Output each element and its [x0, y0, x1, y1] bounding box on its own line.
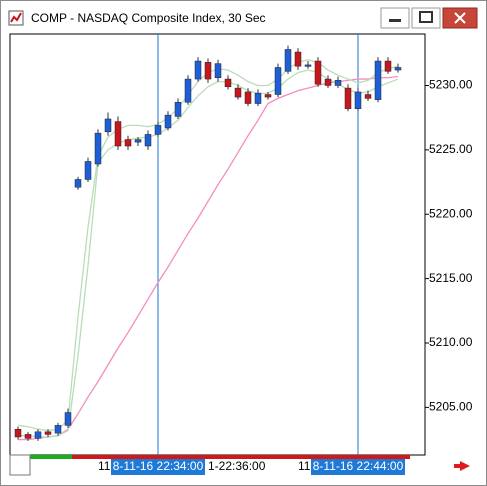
- candle-body: [244, 91, 252, 104]
- x-label-highlight: [311, 459, 405, 475]
- candle-body: [194, 60, 202, 80]
- x-tick-label: 11: [298, 459, 311, 473]
- candle-body: [174, 101, 182, 117]
- candle-body: [14, 429, 22, 438]
- candle-body: [164, 114, 172, 129]
- moving-average-line: [18, 69, 399, 438]
- y-tick-label: 5210.00: [429, 335, 473, 349]
- scroll-strip-green: [30, 455, 72, 459]
- y-tick-label: 5230.00: [429, 78, 473, 92]
- corner-box: [9, 454, 31, 476]
- candle-body: [24, 434, 32, 439]
- candle-body: [154, 125, 162, 135]
- x-label-highlight: [111, 459, 205, 475]
- candle-body: [344, 87, 352, 109]
- window-title: COMP - NASDAQ Composite Index, 30 Sec: [31, 11, 266, 25]
- candle-body: [204, 62, 212, 80]
- candle-body: [384, 60, 392, 72]
- maximize-button[interactable]: [411, 7, 441, 29]
- scroll-strip-red: [72, 455, 410, 459]
- candle-body: [274, 67, 282, 95]
- candle-body: [124, 139, 132, 147]
- y-tick-label: 5215.00: [429, 271, 473, 285]
- candle-body: [224, 78, 232, 88]
- candle-body: [314, 60, 322, 85]
- minimize-button[interactable]: [380, 7, 410, 29]
- candle-body: [394, 67, 402, 71]
- candle-body: [294, 51, 302, 67]
- candle-body: [334, 80, 342, 86]
- candle-body: [74, 179, 82, 188]
- candle-body: [134, 139, 142, 143]
- candle-body: [324, 78, 332, 86]
- app-icon-graph: [10, 12, 22, 23]
- candle-body: [254, 92, 262, 104]
- candle-body: [374, 60, 382, 100]
- y-tick-label: 5225.00: [429, 142, 473, 156]
- x-tick-label: 8-11-16 22:34:00: [113, 459, 204, 473]
- candle-body: [104, 118, 112, 133]
- x-tick-label: 8-11-16 22:44:00: [313, 459, 404, 473]
- candle-body: [84, 161, 92, 180]
- candle-body: [54, 425, 62, 434]
- scroll-arrow[interactable]: [454, 461, 470, 471]
- close-button[interactable]: [442, 7, 478, 29]
- candle-body: [304, 64, 312, 67]
- plot-area: [9, 33, 426, 456]
- x-tick-label: 1-22:36:00: [208, 459, 266, 473]
- y-tick-label: 5220.00: [429, 206, 473, 220]
- candle-body: [214, 63, 222, 79]
- candle-body: [264, 94, 272, 98]
- candle-body: [144, 134, 152, 147]
- candle-body: [284, 49, 292, 72]
- candle-body: [94, 132, 102, 165]
- candle-body: [184, 78, 192, 103]
- candle-body: [114, 121, 122, 147]
- candle-body: [364, 94, 372, 99]
- y-tick-label: 5205.00: [429, 400, 473, 414]
- x-tick-label: 11: [98, 459, 111, 473]
- candle-body: [44, 431, 52, 435]
- candle-body: [64, 412, 72, 426]
- candle-body: [354, 91, 362, 109]
- candle-body: [34, 431, 42, 439]
- candle-body: [234, 87, 242, 98]
